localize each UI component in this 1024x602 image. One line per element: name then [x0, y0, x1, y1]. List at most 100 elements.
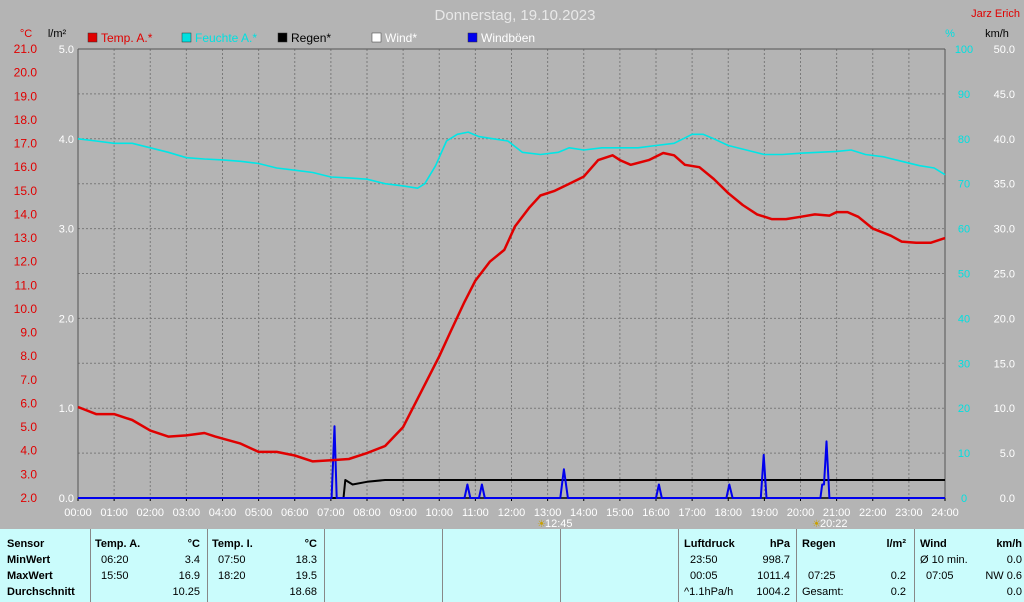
- wind-avg10-value: 0.0: [1006, 554, 1022, 566]
- rain-line: [78, 479, 945, 499]
- humidity-tick-label: 0: [961, 493, 967, 505]
- temp-a-unit: °C: [187, 538, 200, 550]
- x-tick-label: 23:00: [895, 507, 923, 519]
- wind-unit: km/h: [996, 538, 1022, 550]
- temp-tick-label: 19.0: [14, 89, 38, 103]
- temp-a-min-value: 3.4: [184, 554, 200, 566]
- temp-tick-label: 6.0: [20, 396, 37, 410]
- x-tick-label: 08:00: [353, 507, 381, 519]
- temp-tick-label: 18.0: [14, 113, 38, 127]
- humidity-tick-label: 70: [958, 179, 970, 191]
- rain-max-time: 07:25: [808, 570, 836, 582]
- temp-tick-label: 8.0: [20, 349, 37, 363]
- divider: [442, 529, 443, 602]
- grid: [78, 49, 945, 498]
- temp-tick-label: 2.0: [20, 491, 37, 505]
- wind-tick-label: 0.0: [1000, 493, 1015, 505]
- rain-max-value: 0.2: [890, 570, 906, 582]
- x-tick-label: 05:00: [245, 507, 273, 519]
- row-label-min: MinWert: [7, 554, 51, 566]
- temp-a-max-time: 15:50: [101, 570, 129, 582]
- pressure-max-value: 1011.4: [757, 570, 790, 582]
- legend-label: Regen*: [291, 31, 331, 45]
- legend: Temp. A.* Feuchte A.* Regen* Wind* Windböen: [87, 31, 535, 45]
- pressure-header: Luftdruck: [684, 538, 735, 550]
- x-tick-label: 18:00: [714, 507, 742, 519]
- wind-gust-line: [78, 425, 945, 499]
- humidity-tick-label: 80: [958, 134, 970, 146]
- x-tick-label: 12:00: [498, 507, 526, 519]
- wind-tick-label: 40.0: [994, 134, 1015, 146]
- legend-swatch: [467, 32, 478, 43]
- temp-tick-label: 14.0: [14, 207, 38, 221]
- x-tick-label: 13:00: [534, 507, 562, 519]
- x-tick-label: 07:00: [317, 507, 345, 519]
- legend-swatch: [87, 32, 98, 43]
- sunrise-time: 12:45: [545, 518, 573, 529]
- humidity-tick-label: 90: [958, 89, 970, 101]
- temp-unit-label: °C: [20, 28, 32, 40]
- legend-swatch: [181, 32, 192, 43]
- temp-tick-label: 20.0: [14, 66, 38, 80]
- x-tick-label: 24:00: [931, 507, 959, 519]
- temp-tick-label: 3.0: [20, 467, 37, 481]
- pressure-min-time: 23:50: [690, 554, 718, 566]
- weather-chart: 00:00 01:00 02:00 03:00 04:00 05:00 06:00 07:00…: [14, 7, 1020, 529]
- author-label: Jarz Erich: [971, 8, 1020, 20]
- temp-a-avg-value: 10.25: [172, 586, 200, 598]
- pressure-max-time: 00:05: [690, 570, 718, 582]
- divider: [914, 529, 915, 602]
- wind-unit-label: km/h: [985, 28, 1009, 40]
- temp-tick-label: 21.0: [14, 42, 38, 56]
- temp-i-header: Temp. I.: [212, 538, 253, 550]
- x-tick-label: 00:00: [64, 507, 92, 519]
- sunset-time: 20:22: [820, 518, 848, 529]
- temp-tick-label: 17.0: [14, 137, 38, 151]
- divider: [207, 529, 208, 602]
- rain-tick-label: 3.0: [59, 224, 74, 236]
- temp-tick-label: 7.0: [20, 373, 37, 387]
- temp-tick-label: 11.0: [15, 278, 38, 292]
- x-tick-label: 11:00: [462, 507, 489, 519]
- divider: [324, 529, 325, 602]
- temp-a-min-time: 06:20: [101, 554, 129, 566]
- divider: [560, 529, 561, 602]
- legend-swatch: [277, 32, 288, 43]
- temp-tick-label: 12.0: [14, 255, 38, 269]
- divider: [90, 529, 91, 602]
- humidity-tick-label: 40: [958, 313, 970, 325]
- humidity-tick-label: 10: [958, 448, 970, 460]
- wind-tick-label: 35.0: [994, 179, 1015, 191]
- temperature-line: [77, 151, 946, 463]
- x-tick-label: 02:00: [136, 507, 164, 519]
- wind-tick-label: 10.0: [994, 403, 1015, 415]
- x-tick-label: 04:00: [209, 507, 237, 519]
- x-tick-label: 06:00: [281, 507, 309, 519]
- legend-label: Wind*: [385, 31, 417, 45]
- legend-label: Windböen: [481, 31, 535, 45]
- humidity-line: [77, 131, 946, 189]
- wind-tick-label: 5.0: [1000, 448, 1015, 460]
- x-tick-label: 16:00: [642, 507, 670, 519]
- x-tick-label: 14:00: [570, 507, 598, 519]
- wind-max-value: NW 0.6: [985, 570, 1022, 582]
- temp-a-header: Temp. A.: [95, 538, 141, 550]
- rain-tick-label: 2.0: [59, 313, 74, 325]
- temp-tick-label: 9.0: [20, 326, 37, 340]
- temp-i-unit: °C: [304, 538, 317, 550]
- wind-header: Wind: [920, 538, 947, 550]
- legend-label: Feuchte A.*: [195, 31, 257, 45]
- x-tick-label: 09:00: [389, 507, 417, 519]
- x-tick-label: 17:00: [678, 507, 706, 519]
- x-tick-label: 15:00: [606, 507, 634, 519]
- wind-tick-label: 30.0: [994, 224, 1015, 236]
- x-tick-label: 19:00: [751, 507, 779, 519]
- stats-table: Sensor MinWert MaxWert Durchschnitt Temp…: [0, 529, 1024, 602]
- sun-markers: ☀ 12:45 ☀ 20:22: [537, 518, 848, 529]
- divider: [796, 529, 797, 602]
- rain-tick-label: 4.0: [59, 134, 74, 146]
- rain-unit: l/m²: [886, 538, 906, 550]
- temp-a-max-value: 16.9: [178, 570, 200, 582]
- divider: [678, 529, 679, 602]
- temp-tick-label: 5.0: [20, 420, 37, 434]
